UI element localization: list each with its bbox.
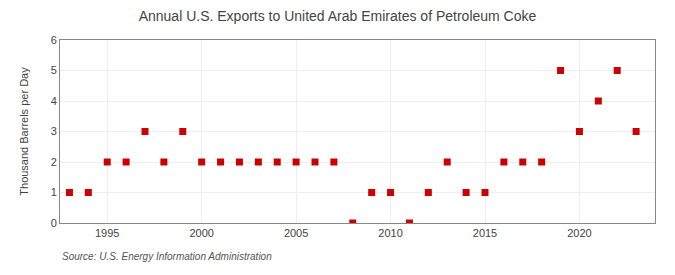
svg-text:2000: 2000 (189, 227, 213, 239)
svg-text:Annual U.S. Exports to United: Annual U.S. Exports to United Arab Emira… (139, 8, 537, 24)
svg-text:0: 0 (51, 217, 57, 229)
svg-text:Thousand Barrels per Day: Thousand Barrels per Day (18, 67, 30, 196)
svg-text:4: 4 (51, 95, 57, 107)
svg-text:6: 6 (51, 34, 57, 46)
svg-text:1: 1 (51, 186, 57, 198)
svg-text:5: 5 (51, 64, 57, 76)
svg-text:2005: 2005 (284, 227, 308, 239)
svg-text:2020: 2020 (567, 227, 591, 239)
svg-text:3: 3 (51, 125, 57, 137)
svg-text:2: 2 (51, 156, 57, 168)
svg-text:2010: 2010 (378, 227, 402, 239)
svg-text:2015: 2015 (473, 227, 497, 239)
svg-text:Source: U.S. Energy Informatio: Source: U.S. Energy Information Administ… (62, 251, 272, 262)
svg-text:1995: 1995 (95, 227, 119, 239)
